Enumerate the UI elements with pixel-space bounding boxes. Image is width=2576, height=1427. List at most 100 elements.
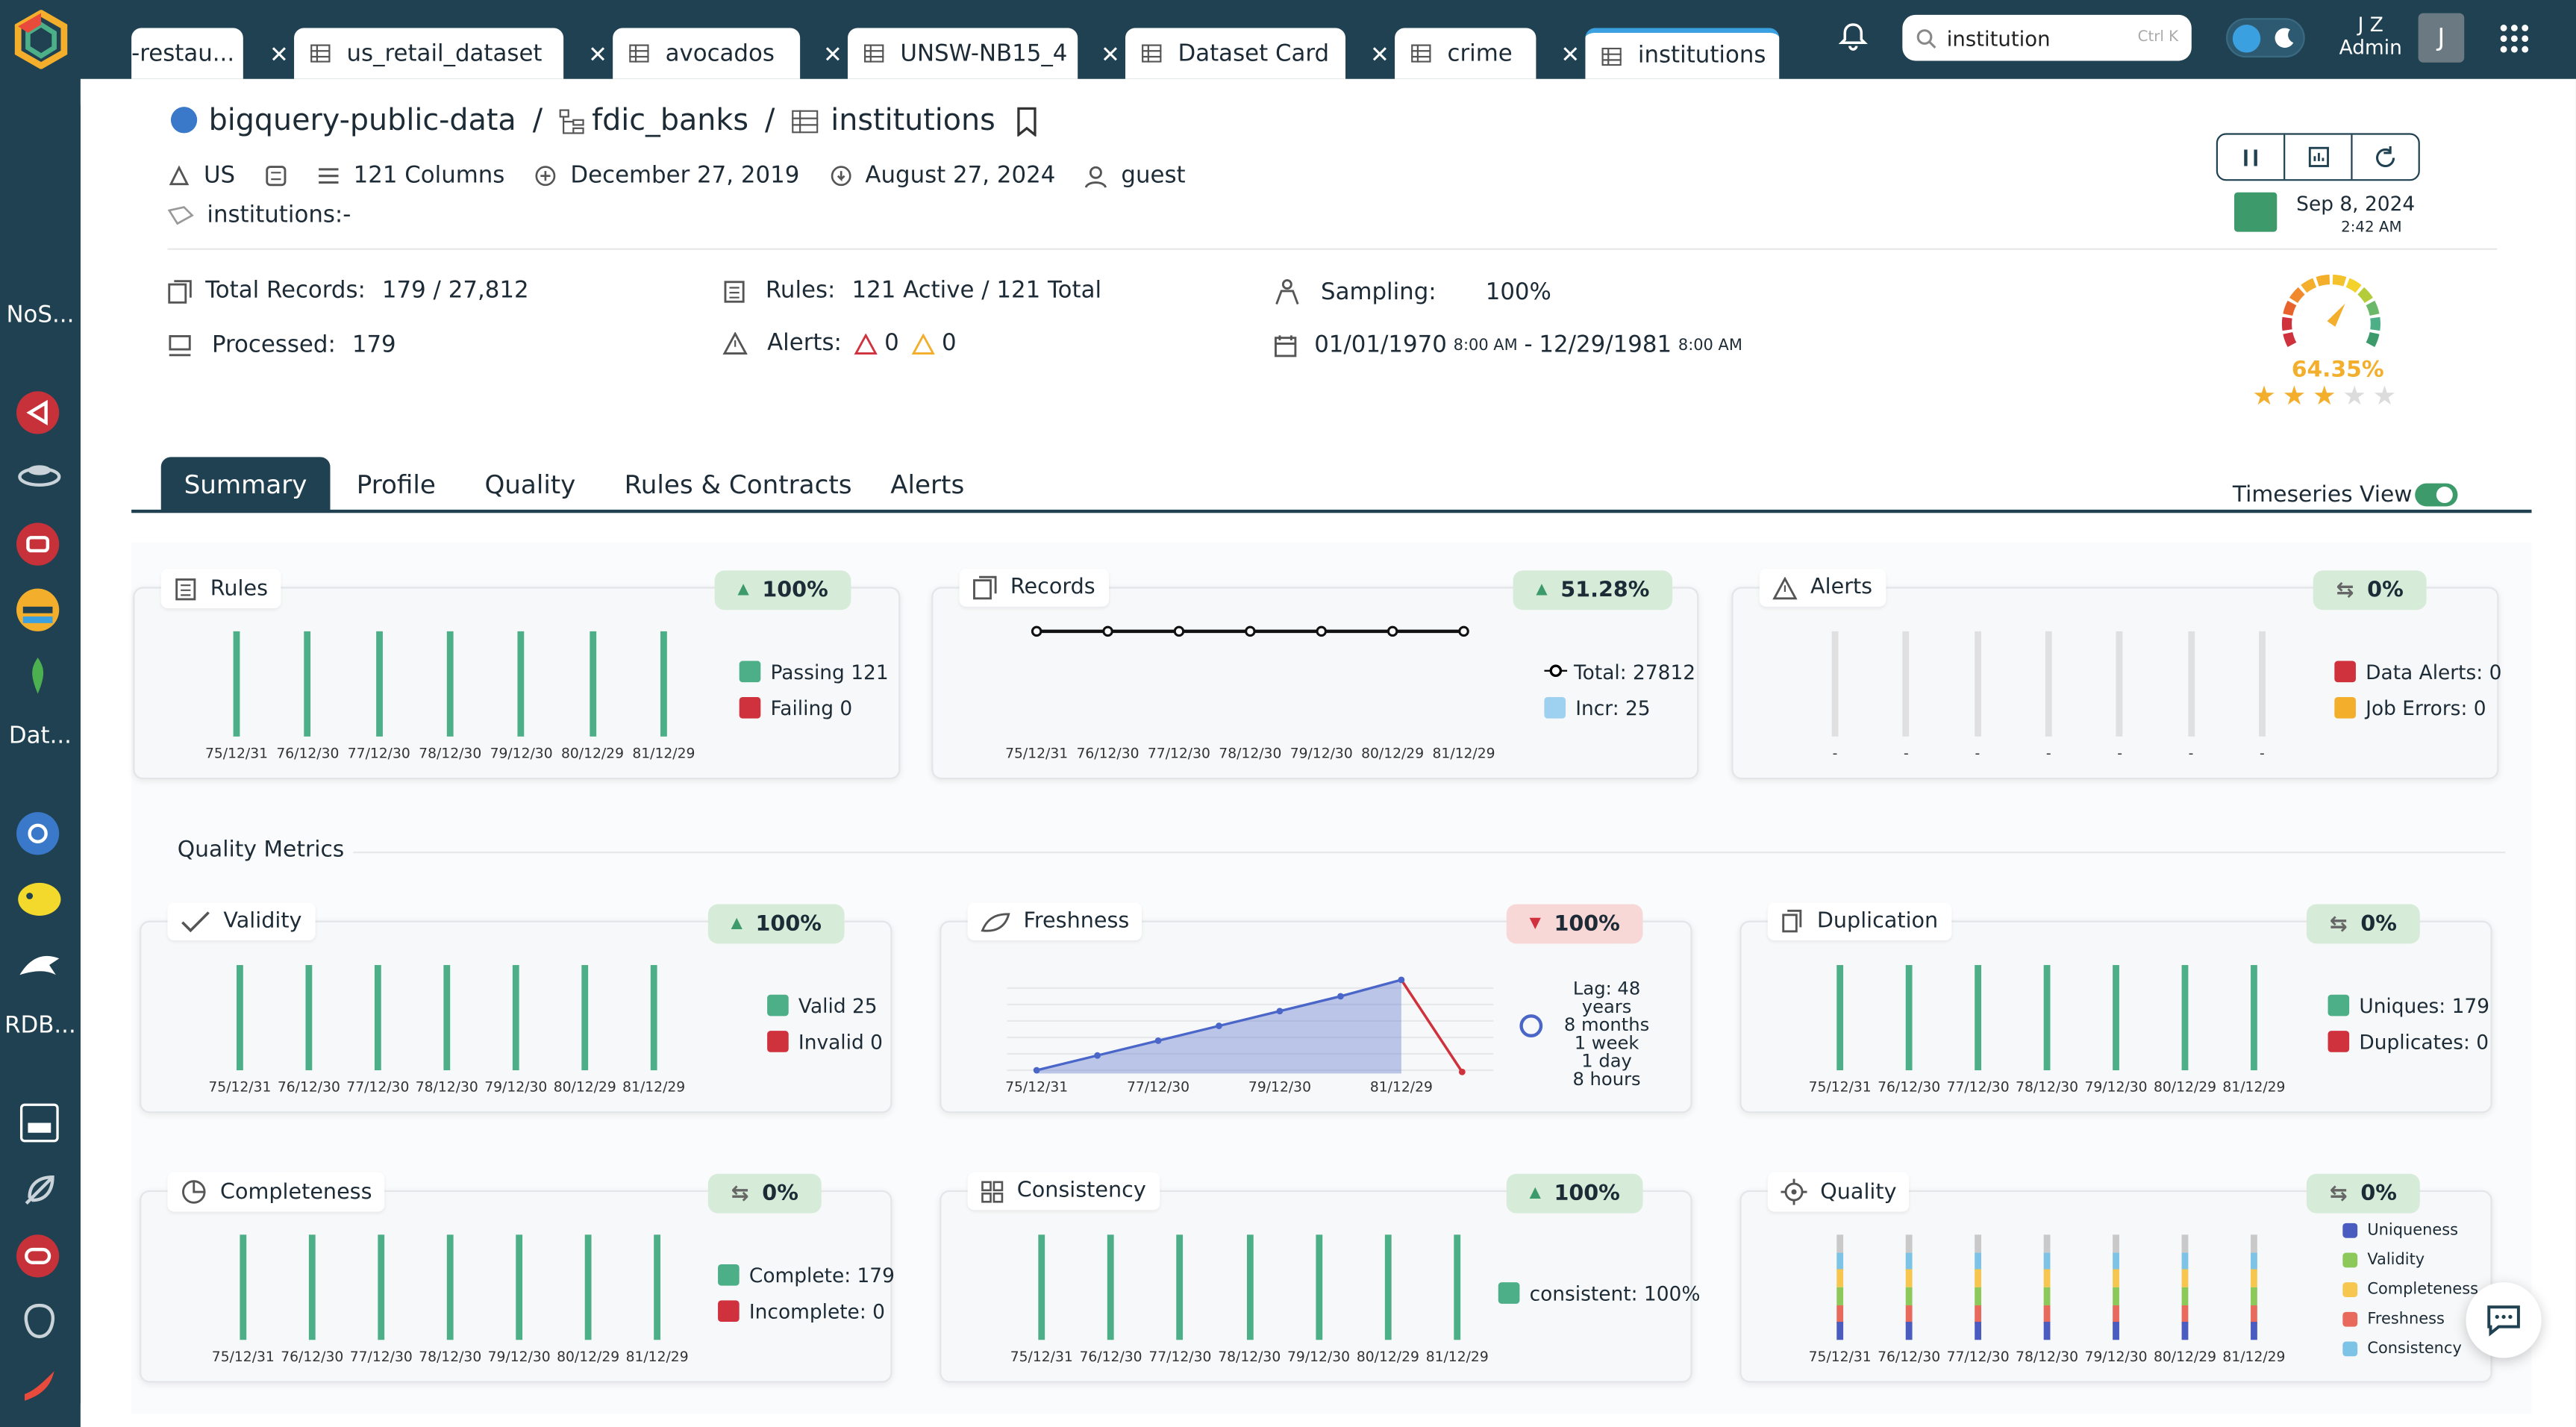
close-icon[interactable]: ✕ — [269, 43, 289, 69]
db2-icon[interactable] — [19, 1103, 59, 1143]
close-icon[interactable]: ✕ — [1370, 43, 1389, 69]
tab-avocados[interactable]: avocados — [613, 28, 801, 79]
bookmark-icon[interactable] — [1015, 106, 1038, 136]
legend-incr: Incr: 25 — [1575, 696, 1651, 720]
hadoop-icon[interactable] — [15, 876, 64, 922]
bigquery-icon[interactable] — [16, 812, 60, 855]
tab-quality[interactable]: Quality — [484, 469, 576, 499]
app-logo[interactable] — [13, 10, 69, 69]
bar-segment — [1905, 1305, 1913, 1323]
postgres-icon[interactable] — [18, 1300, 60, 1343]
x-tick-label: - — [1975, 746, 1981, 764]
pause-button[interactable] — [2218, 134, 2286, 180]
tab-crime[interactable]: crime — [1395, 28, 1536, 79]
search-icon — [1916, 28, 1936, 48]
chat-button[interactable] — [2466, 1282, 2542, 1358]
tab-dataset-card[interactable]: Dataset Card — [1125, 28, 1346, 79]
x-tick-label: 79/12/30 — [1248, 1080, 1312, 1097]
bar-segment — [2043, 1287, 2051, 1306]
sqlserver-icon[interactable] — [18, 1364, 60, 1407]
table-icon — [629, 44, 649, 63]
lag-marker-icon — [1519, 1014, 1543, 1037]
database-icon[interactable] — [15, 455, 64, 498]
bell-icon[interactable] — [1838, 22, 1868, 51]
bar — [1905, 965, 1913, 1071]
rules-card[interactable]: Rules ▲ 100% Passing 121 Failing 0 75/12/… — [133, 569, 901, 780]
close-icon[interactable]: ✕ — [1560, 43, 1581, 69]
tab-profile[interactable]: Profile — [356, 469, 436, 499]
freshness-card[interactable]: Freshness ▼ 100% Lag: 48 years 8 months 1… — [940, 902, 1692, 1114]
refresh-icon — [2376, 145, 2395, 166]
bar-segment — [1975, 1287, 1982, 1306]
x-tick-label: 77/12/30 — [346, 1080, 410, 1097]
mongodb-icon[interactable] — [26, 656, 49, 699]
close-icon[interactable]: ✕ — [588, 43, 607, 69]
tab-institutions[interactable]: institutions — [1585, 28, 1780, 79]
user-info[interactable]: J Z Admin — [2330, 13, 2412, 60]
gauge-segment — [2289, 287, 2305, 304]
redis-icon[interactable] — [16, 522, 60, 566]
tag-value[interactable]: institutions:- — [207, 202, 351, 229]
duplication-card[interactable]: Duplication ⇆ 0% Uniques: 179 Duplicates:… — [1739, 902, 2492, 1114]
x-tick-label: 79/12/30 — [2084, 1349, 2148, 1367]
oracle-icon[interactable] — [16, 1234, 60, 1278]
connector-icon[interactable] — [16, 391, 60, 434]
tab-alerts[interactable]: Alerts — [890, 469, 965, 499]
legend-swatch — [767, 994, 789, 1017]
breadcrumb-project[interactable]: bigquery-public-data — [208, 103, 516, 139]
refresh-button[interactable] — [2353, 135, 2419, 179]
close-icon[interactable]: ✕ — [822, 43, 842, 69]
x-tick-label: 78/12/30 — [419, 1349, 482, 1367]
timeseries-toggle[interactable] — [2415, 483, 2458, 507]
avatar[interactable]: J — [2418, 13, 2465, 63]
mysql-icon[interactable] — [15, 946, 64, 988]
feather-icon[interactable] — [19, 1170, 59, 1210]
gauge-segment — [2370, 316, 2380, 331]
tab-unsw-nb15[interactable]: UNSW-NB15_4 — [847, 28, 1078, 79]
quality-card[interactable]: Quality ⇆ 0% Uniqueness Validity Complete… — [1739, 1172, 2492, 1383]
tab-restaurants[interactable]: -restau... — [131, 28, 243, 79]
records-card[interactable]: Records ▲ 51.28% Total: 27812 Incr: 25 75… — [931, 569, 1699, 780]
legend-completeness: Completeness — [2367, 1280, 2479, 1299]
card-title-text: Duplication — [1816, 909, 1939, 934]
tab-summary[interactable]: Summary — [160, 457, 331, 512]
tab-rules-contracts[interactable]: Rules & Contracts — [624, 469, 852, 499]
sidebar-item-nosql[interactable]: NoS... — [6, 302, 75, 329]
bar — [446, 1234, 454, 1340]
alerts-card[interactable]: Alerts ⇆ 0% Data Alerts: 0 Job Errors: 0 … — [1731, 569, 2501, 780]
x-tick-label: - — [2045, 746, 2051, 764]
bar-segment — [2251, 1322, 2257, 1341]
moon-icon — [2275, 28, 2294, 49]
theme-toggle[interactable] — [2226, 18, 2305, 58]
breadcrumb-dataset[interactable]: fdic_banks — [592, 103, 749, 139]
sidebar-item-rdbms[interactable]: RDB... — [4, 1012, 76, 1040]
table-icon — [1411, 44, 1431, 63]
consistency-card[interactable]: Consistency ▲ 100% consistent: 100% 75/12… — [940, 1172, 1700, 1383]
sampling-label: Sampling: — [1321, 278, 1437, 305]
card-title-text: Consistency — [1016, 1178, 1146, 1204]
x-tick-label: 79/12/30 — [2084, 1080, 2148, 1097]
database-icon — [265, 164, 288, 187]
tab-us-retail-dataset[interactable]: us_retail_dataset — [294, 28, 564, 79]
report-button[interactable] — [2285, 134, 2353, 180]
legend-item: Consistency — [2342, 1335, 2478, 1365]
x-tick-label: - — [2260, 746, 2265, 764]
tab-label: UNSW-NB15_4 — [900, 40, 1068, 67]
apps-grid-icon[interactable] — [2498, 23, 2530, 54]
breadcrumb-table: institutions — [831, 103, 995, 139]
table-icon — [310, 44, 331, 63]
lag-line: 1 day — [1581, 1050, 1632, 1072]
legend-swatch — [2342, 1223, 2358, 1238]
bar — [240, 1234, 247, 1340]
bar-segment — [2113, 1287, 2119, 1306]
search-input[interactable]: institution Ctrl K — [1902, 14, 2192, 61]
close-icon[interactable]: ✕ — [1101, 43, 1120, 69]
stack-icon[interactable] — [16, 588, 60, 631]
completeness-card[interactable]: Completeness ⇆ 0% Complete: 179 Incomplet… — [140, 1172, 895, 1383]
bar-segment — [1905, 1270, 1913, 1288]
warning-icon — [722, 331, 748, 355]
total-point — [1316, 625, 1328, 637]
bar-segment — [1975, 1322, 1982, 1341]
sidebar-item-datalake[interactable]: Dat... — [8, 723, 72, 750]
validity-card[interactable]: Validity ▲ 100% Valid 25 Invalid 0 75/12/… — [140, 902, 892, 1114]
